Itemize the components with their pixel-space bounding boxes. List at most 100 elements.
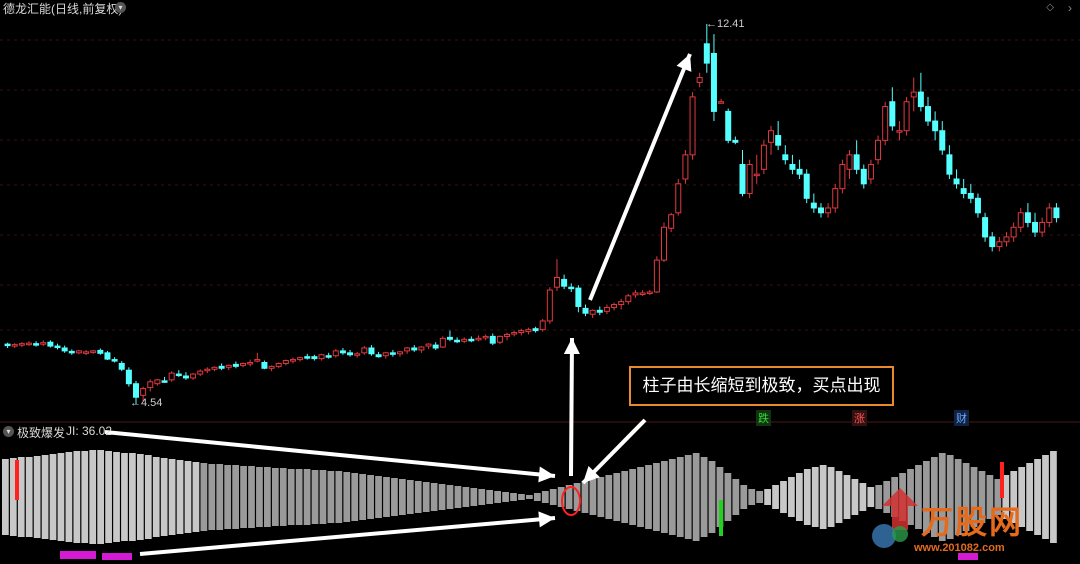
- candle-body: [789, 164, 796, 170]
- indicator-bar: [811, 467, 819, 527]
- candle-body: [104, 352, 111, 360]
- candle-body: [175, 373, 182, 377]
- candle-body: [896, 130, 903, 133]
- candle-body: [11, 344, 18, 347]
- indicator-bar: [470, 488, 478, 506]
- candle-body: [817, 207, 824, 214]
- indicator-bar: [343, 472, 351, 522]
- indicator-bar: [938, 453, 946, 541]
- magenta-marker: [102, 553, 132, 560]
- low-price-value: 4.54: [141, 397, 163, 409]
- candle-body: [739, 164, 746, 194]
- indicator-bar: [414, 481, 422, 513]
- indicator-bar: [422, 482, 430, 512]
- indicator-bar: [946, 455, 954, 539]
- candle-body: [546, 289, 553, 322]
- indicator-bar: [41, 455, 49, 539]
- indicator-bar: [1026, 463, 1033, 531]
- indicator-bar: [129, 453, 136, 541]
- indicator-bar: [57, 453, 65, 541]
- candle-body: [18, 343, 25, 346]
- candle-body: [125, 369, 132, 385]
- indicator-bar: [1034, 459, 1041, 535]
- indicator-bar: [1002, 475, 1010, 519]
- candle-body: [932, 120, 939, 132]
- candle-body: [33, 343, 40, 346]
- candle-body: [682, 154, 689, 180]
- watermark-url: www.201082.com: [914, 542, 1005, 554]
- indicator-bar: [883, 481, 891, 513]
- indicator-bar: [565, 485, 573, 509]
- candle-body: [161, 380, 168, 383]
- candle-body: [204, 368, 211, 372]
- indicator-bar: [144, 455, 152, 539]
- highlight-circle: [561, 486, 581, 516]
- indicator-bar: [708, 461, 716, 533]
- candle-body: [889, 101, 896, 127]
- stock-title: 德龙汇能(日线,前复权): [3, 2, 123, 16]
- indicator-bar: [756, 491, 764, 503]
- annotation-arrow: [104, 430, 556, 478]
- candle-body: [339, 350, 346, 354]
- indicator-bar: [446, 485, 454, 509]
- diamond-icon[interactable]: ◇: [1046, 2, 1054, 13]
- indicator-bar: [533, 493, 541, 501]
- candle-body: [974, 197, 981, 214]
- indicator-bar: [970, 467, 978, 527]
- candle-body: [118, 362, 125, 370]
- indicator-bar: [478, 489, 486, 505]
- annotation-arrow-head: [538, 511, 555, 528]
- indicator-bar: [732, 479, 740, 515]
- candle-body: [190, 373, 197, 379]
- indicator-bar: [462, 487, 470, 507]
- indicator-bar: [510, 493, 517, 501]
- candle-body: [282, 360, 289, 364]
- indicator-bar: [986, 475, 994, 519]
- indicator-chevron-icon[interactable]: ▾: [3, 426, 14, 437]
- candle-body: [218, 365, 225, 369]
- chevron-down-icon[interactable]: ▾: [115, 2, 126, 13]
- candle-body: [760, 144, 767, 170]
- indicator-bar: [923, 461, 930, 533]
- indicator-bar: [668, 459, 676, 535]
- candle-body: [960, 188, 967, 194]
- candle-body: [354, 353, 361, 356]
- indicator-bar: [740, 485, 748, 509]
- candle-body: [518, 330, 525, 334]
- indicator-bar: [65, 452, 73, 542]
- indicator-bar: [264, 467, 271, 527]
- high-price-label: ←12.41: [706, 18, 745, 30]
- indicator-bar: [764, 489, 771, 505]
- candle-body: [832, 188, 839, 209]
- magenta-marker: [60, 551, 96, 559]
- magenta-marker: [958, 553, 978, 560]
- candle-body: [232, 363, 239, 367]
- indicator-bar: [359, 474, 367, 520]
- chevron-right-icon[interactable]: ›: [1068, 1, 1072, 15]
- candle-body: [411, 347, 418, 351]
- badge-cai[interactable]: 财: [954, 410, 969, 426]
- indicator-bar: [327, 471, 335, 523]
- indicator-bar: [9, 458, 17, 536]
- candle-body: [268, 365, 275, 369]
- indicator-bar: [224, 465, 232, 529]
- candle-body: [511, 332, 518, 335]
- indicator-bar: [827, 467, 835, 527]
- indicator-bar: [256, 467, 263, 527]
- candle-body: [482, 335, 489, 339]
- indicator-bar: [843, 475, 851, 519]
- annotation-arrow-head: [538, 466, 555, 483]
- annotation-arrow: [569, 337, 574, 477]
- candle-body: [111, 359, 118, 362]
- candle-body: [4, 343, 11, 347]
- candle-body: [489, 335, 496, 344]
- indicator-bar: [454, 486, 462, 508]
- indicator-bar: [541, 491, 549, 503]
- candle-body: [839, 164, 846, 190]
- candle-body: [325, 355, 332, 358]
- candle-body: [404, 347, 411, 352]
- indicator-bar: [89, 450, 97, 544]
- indicator-bar: [240, 466, 247, 528]
- indicator-bar: [1018, 467, 1026, 527]
